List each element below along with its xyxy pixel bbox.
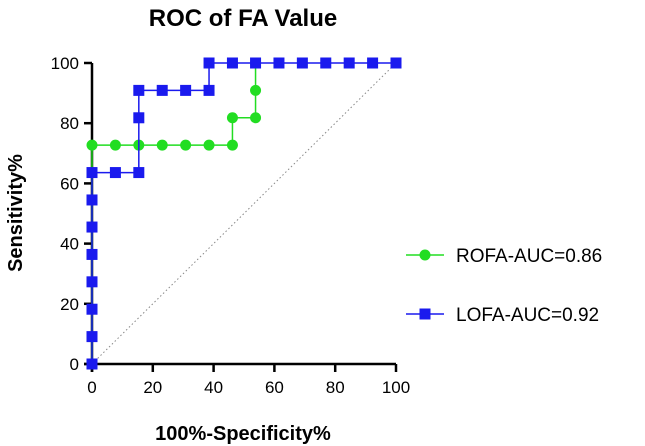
- rofa-legend-marker: [419, 249, 431, 261]
- lofa-data-point: [86, 331, 98, 343]
- y-tick-label: 80: [60, 114, 79, 133]
- rofa-data-point: [180, 139, 192, 151]
- x-tick-label: 40: [204, 378, 223, 397]
- lofa-data-point: [86, 303, 98, 315]
- lofa-data-point: [180, 84, 192, 96]
- lofa-data-point: [203, 84, 215, 96]
- rofa-data-point: [250, 112, 262, 124]
- lofa-data-point: [109, 167, 121, 179]
- rofa-series-line: [91, 63, 257, 364]
- lofa-data-point: [133, 84, 145, 96]
- x-tick-label: 100: [382, 378, 410, 397]
- lofa-data-point: [320, 57, 332, 69]
- lofa-data-point: [273, 57, 285, 69]
- lofa-data-point: [86, 221, 98, 233]
- y-tick-label: 100: [51, 54, 79, 73]
- rofa-data-point: [226, 112, 238, 124]
- lofa-data-point: [390, 57, 402, 69]
- lofa-data-point: [86, 358, 98, 370]
- lofa-legend-label: LOFA-AUC=0.92: [456, 305, 599, 326]
- x-tick-label: 0: [87, 378, 96, 397]
- lofa-data-point: [296, 57, 308, 69]
- lofa-data-point: [203, 57, 215, 69]
- lofa-data-point: [133, 112, 145, 124]
- y-axis-label: Sensitivity%: [5, 154, 27, 272]
- lofa-data-point: [86, 194, 98, 206]
- reference-diagonal: [91, 62, 397, 365]
- y-tick-label: 40: [60, 235, 79, 254]
- x-tick-label: 80: [326, 378, 345, 397]
- x-axis-label: 100%-Specificity%: [155, 423, 331, 445]
- rofa-data-point: [109, 139, 121, 151]
- rofa-data-point: [203, 139, 215, 151]
- y-tick-label: 0: [70, 355, 79, 374]
- lofa-data-point: [367, 57, 379, 69]
- rofa-data-point: [156, 139, 168, 151]
- y-tick-label: 60: [60, 174, 79, 193]
- lofa-data-point: [86, 167, 98, 179]
- lofa-data-point: [156, 84, 168, 96]
- chart-title: ROC of FA Value: [149, 5, 337, 32]
- lofa-data-point: [250, 57, 262, 69]
- x-tick-label: 20: [143, 378, 162, 397]
- rofa-legend-label: ROFA-AUC=0.86: [456, 246, 602, 267]
- lofa-data-point: [343, 57, 355, 69]
- rofa-data-point: [226, 139, 238, 151]
- rofa-data-point: [86, 139, 98, 151]
- y-tick-label: 20: [60, 295, 79, 314]
- lofa-data-point: [226, 57, 238, 69]
- rofa-data-point: [250, 84, 262, 96]
- lofa-data-point: [86, 276, 98, 288]
- x-tick-label: 60: [265, 378, 284, 397]
- lofa-data-point: [86, 248, 98, 260]
- lofa-legend-marker: [419, 308, 431, 320]
- lofa-data-point: [133, 167, 145, 179]
